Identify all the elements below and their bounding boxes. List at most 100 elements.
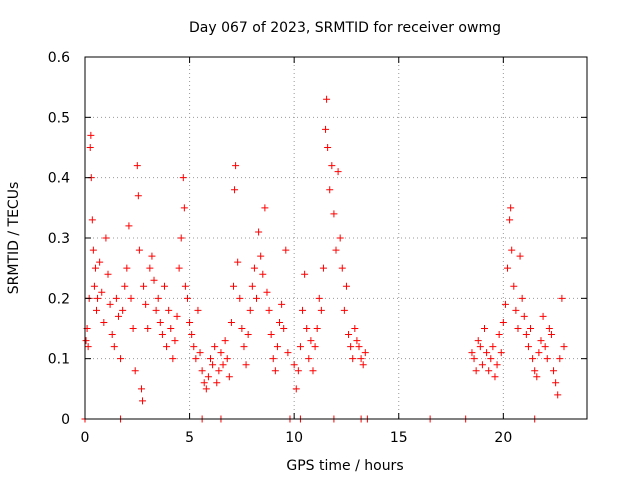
data-point [106,300,114,308]
data-point [543,355,551,363]
data-point [309,367,317,375]
data-point [554,391,562,399]
data-point [125,222,133,230]
data-point [209,361,217,369]
data-point [353,337,361,345]
data-point [183,294,191,302]
data-point [263,288,271,296]
data-point [163,343,171,351]
data-point [340,306,348,314]
data-point [481,325,489,332]
data-point [112,294,120,302]
data-point [246,306,254,314]
data-point [200,379,208,387]
data-point [194,306,202,314]
data-point [171,337,179,345]
data-point [114,312,122,320]
data-point [558,294,566,302]
data-point [535,349,543,357]
data-point [121,282,129,290]
data-point [180,204,188,212]
data-point [133,162,141,170]
data-point [282,246,290,254]
data-point [146,264,154,272]
data-point [91,264,99,272]
data-point [474,337,482,345]
y-tick-label: 0 [61,412,70,428]
data-point [359,361,367,369]
data-point [240,343,248,351]
data-point [328,162,336,170]
data-point [86,144,94,151]
data-point [198,367,206,375]
data-point [273,343,281,351]
data-point [244,331,252,339]
data-point [119,306,127,314]
x-axis-label: GPS time / hours [286,458,403,474]
y-axis-label: SRMTID / TECUs [6,182,22,295]
data-point [160,282,168,290]
data-point [324,144,332,151]
data-point [330,210,338,218]
data-point [227,318,235,326]
data-point [167,325,175,332]
data-point [487,355,495,363]
data-point [100,318,108,326]
data-point [271,367,279,375]
data-point [177,234,185,242]
data-point [267,331,275,339]
data-point [290,361,298,369]
data-point [489,343,497,351]
data-point [169,355,177,363]
data-point [550,367,558,375]
data-point [139,397,147,405]
data-point [148,252,156,260]
data-point [253,294,261,302]
data-point [278,300,286,308]
data-point [313,325,321,332]
data-point [516,252,524,260]
data-point [211,343,219,351]
data-point [231,186,239,194]
data-point [90,282,98,290]
data-point [117,355,125,363]
data-point [491,373,499,381]
data-point [355,343,363,351]
data-point [186,318,194,326]
data-point [338,264,346,272]
data-point [319,264,327,272]
data-point [269,355,277,363]
data-point [215,367,223,375]
data-point [280,325,288,332]
data-point [531,367,539,375]
data-point [84,343,92,351]
data-point [284,349,292,357]
data-point [317,306,325,314]
y-tick-label: 0.5 [48,110,70,126]
data-point [173,312,181,320]
data-point [351,325,359,332]
data-point [123,264,131,272]
data-point [518,294,526,302]
y-tick-label: 0.1 [48,352,70,368]
data-point [217,349,225,357]
data-point [315,294,323,302]
data-point [495,331,503,339]
data-point [520,312,528,320]
data-point [497,349,505,357]
data-point [102,234,110,242]
chart-title: Day 067 of 2023, SRMTID for receiver owm… [189,20,501,36]
grid [85,57,587,419]
data-point [135,246,143,254]
y-tick-label: 0.4 [48,171,70,187]
data-point [129,325,137,332]
data-point [223,355,231,363]
data-point [501,300,509,308]
data-point [96,258,104,266]
data-point [311,343,319,351]
data-point [334,168,342,176]
data-point [261,204,269,212]
data-point [230,282,238,290]
